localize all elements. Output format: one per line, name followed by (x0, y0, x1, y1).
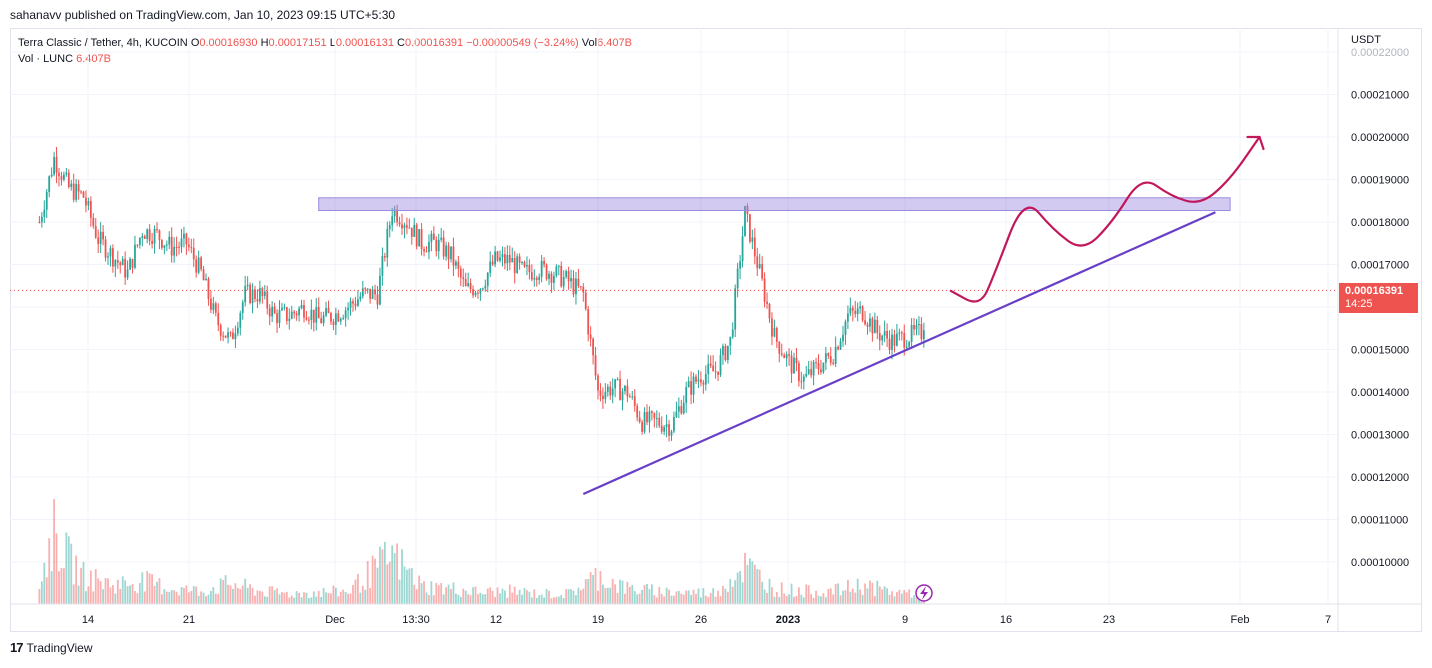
chart-legend: Terra Classic / Tether, 4h, KUCOIN O0.00… (18, 35, 632, 67)
high-label: H (260, 37, 269, 49)
vol-label: Vol (581, 37, 598, 49)
tradingview-logo-icon: 17 (10, 640, 24, 655)
open-value: 0.00016930 (199, 37, 258, 49)
footer-brand[interactable]: TradingView (26, 640, 93, 655)
close-value: 0.00016391 (404, 37, 464, 49)
last-price-value: 0.00016391 (1345, 285, 1404, 297)
symbol-name[interactable]: Terra Classic / Tether, 4h, KUCOIN (18, 37, 188, 49)
bar-countdown: 14:25 (1345, 298, 1373, 310)
chart-frame (10, 28, 1422, 632)
footer: 17 TradingView (10, 640, 93, 655)
low-label: L (329, 37, 336, 49)
last-price-tag: 0.00016391 14:25 (1339, 283, 1418, 313)
open-label: O (190, 37, 200, 49)
volume-series-name[interactable]: Vol · LUNC (18, 53, 74, 65)
published-text: sahanavv published on TradingView.com, J… (10, 8, 396, 22)
currency-label: USDT (1351, 34, 1381, 46)
ohlc-row: Terra Classic / Tether, 4h, KUCOIN O0.00… (18, 35, 632, 51)
publisher-bar: sahanavv published on TradingView.com, J… (0, 0, 1432, 28)
low-value: 0.00016131 (335, 37, 394, 49)
vol-value: 6.407B (597, 37, 632, 49)
high-value: 0.00017151 (268, 37, 327, 49)
volume-row: Vol · LUNC 6.407B (18, 51, 632, 67)
change-value: −0.00000549 (−3.24%) (466, 37, 579, 49)
volume-series-value: 6.407B (76, 53, 111, 65)
close-label: C (397, 37, 405, 49)
